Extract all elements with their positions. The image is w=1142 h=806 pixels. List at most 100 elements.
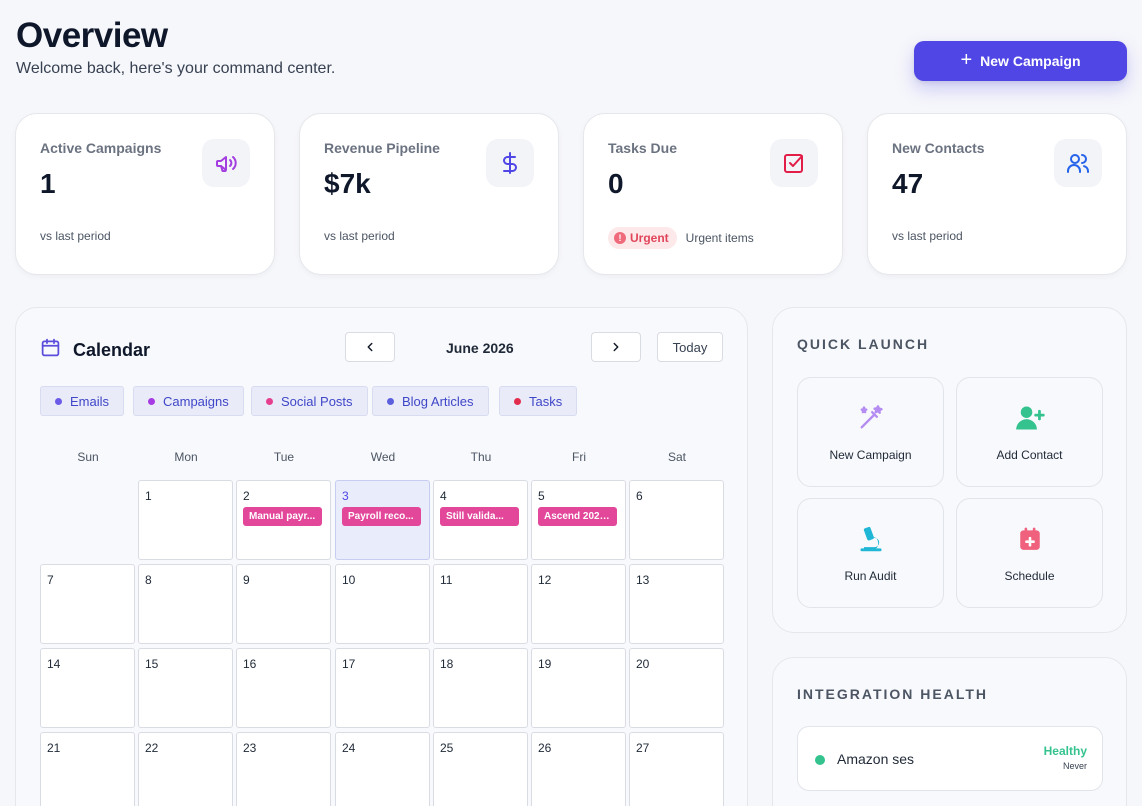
calendar-day-cell[interactable]: 3 Payroll reco... [335,480,430,560]
quick-label: Run Audit [844,569,897,583]
calendar-day-cell[interactable]: 7 [40,564,135,644]
next-month-button[interactable] [591,332,641,362]
stat-label: Revenue Pipeline [324,140,440,156]
day-number: 23 [243,741,257,755]
calendar-day-cell[interactable]: 18 [433,648,528,728]
users-icon [1054,139,1102,187]
chip-dot [148,397,155,405]
day-number: 26 [538,741,552,755]
filter-chip-tasks[interactable]: Tasks [499,386,578,416]
quick-new-campaign[interactable]: New Campaign [797,377,944,487]
day-number: 12 [538,573,552,587]
calendar-day-cell[interactable]: 16 [236,648,331,728]
day-number: 5 [538,489,545,503]
calendar-event[interactable]: Still valida... [440,507,519,526]
calendar-day-cell[interactable]: 6 [629,480,724,560]
weekday-label: Sat [667,450,686,464]
calendar-panel: Calendar June 2026 Today Emails Campaign… [15,307,748,806]
calendar-event[interactable]: Payroll reco... [342,507,421,526]
quick-label: New Campaign [829,448,912,462]
chevron-right-icon [613,342,619,352]
calendar-day-cell[interactable]: 14 [40,648,135,728]
day-number: 20 [636,657,650,671]
day-number: 21 [47,741,61,755]
day-number: 16 [243,657,257,671]
calendar-day-cell[interactable]: 8 [138,564,233,644]
prev-month-button[interactable] [345,332,395,362]
quick-launch-heading: QUICK LAUNCH [797,336,930,352]
calendar-day-cell[interactable]: 22 [138,732,233,806]
integration-status: Healthy [1043,744,1087,758]
calendar-title: Calendar [73,339,151,360]
calendar-day-cell[interactable]: 11 [433,564,528,644]
calendar-day-cell[interactable]: 26 [531,732,626,806]
day-number: 7 [47,573,54,587]
weekday-label: Fri [572,450,586,464]
calendar-day-cell[interactable]: 20 [629,648,724,728]
new-campaign-button[interactable]: + New Campaign [914,41,1127,81]
calendar-day-cell[interactable]: 19 [531,648,626,728]
quick-run-audit[interactable]: Run Audit [797,498,944,608]
quick-launch-panel: QUICK LAUNCH New Campaign Add Contact Ru… [772,307,1127,633]
megaphone-icon [202,139,250,187]
calendar-day-cell[interactable]: 25 [433,732,528,806]
calendar-day-cell[interactable]: 13 [629,564,724,644]
stat-label: New Contacts [892,140,985,156]
calendar-header: Calendar [40,337,150,363]
filter-label: Blog Articles [402,393,474,409]
stat-foot: vs last period [324,229,395,243]
stat-foot: Urgent items [685,231,754,245]
filter-chip-social-posts[interactable]: Social Posts [251,386,368,416]
stat-label: Tasks Due [608,140,677,156]
dollar-icon [486,139,534,187]
calendar-day-cell[interactable]: 10 [335,564,430,644]
stat-foot: vs last period [892,229,963,243]
page-title: Overview [16,16,168,55]
integration-last-checked: Never [1062,761,1087,771]
calendar-day-cell[interactable]: 9 [236,564,331,644]
day-number: 24 [342,741,356,755]
calendar-day-cell[interactable]: 5 Ascend 2026 ... [531,480,626,560]
stat-card-revenue-pipeline: Revenue Pipeline $7k vs last period [299,113,559,275]
quick-add-contact[interactable]: Add Contact [956,377,1103,487]
day-number: 17 [342,657,356,671]
weekday-label: Mon [174,450,198,464]
filter-chip-emails[interactable]: Emails [40,386,125,416]
calendar-day-cell[interactable]: 1 [138,480,233,560]
filter-label: Emails [70,393,110,409]
weekday-label: Sun [77,450,99,464]
calendar-day-cell[interactable]: 24 [335,732,430,806]
calendar-day-cell[interactable]: 23 [236,732,331,806]
calendar-day-cell[interactable]: 27 [629,732,724,806]
day-number: 9 [243,573,250,587]
quick-schedule[interactable]: Schedule [956,498,1103,608]
stat-card-tasks-due: Tasks Due 0 ! Urgent Urgent items [583,113,843,275]
filter-chip-blog-articles[interactable]: Blog Articles [372,386,489,416]
weekday-label: Tue [273,450,295,464]
quick-label: Schedule [1004,569,1055,583]
day-number: 14 [47,657,61,671]
calendar-event[interactable]: Ascend 2026 ... [538,507,617,526]
chevron-left-icon [367,342,373,352]
new-campaign-label: New Campaign [980,53,1081,69]
calendar-day-cell[interactable]: 4 Still valida... [433,480,528,560]
integration-row[interactable]: Amazon ses Healthy Never [797,726,1103,791]
stat-value: $7k [324,168,371,199]
calendar-day-cell[interactable]: 12 [531,564,626,644]
filter-chip-campaigns[interactable]: Campaigns [133,386,244,416]
calendar-event[interactable]: Manual payr... [243,507,322,526]
calendar-day-cell[interactable]: 21 [40,732,135,806]
day-number: 2 [243,489,250,503]
stat-value: 1 [40,168,56,199]
filter-label: Tasks [529,393,563,409]
calendar-day-cell[interactable]: 2 Manual payr... [236,480,331,560]
filter-label: Social Posts [281,393,353,409]
calendar-day-cell[interactable]: 15 [138,648,233,728]
day-number: 6 [636,489,643,503]
day-number: 15 [145,657,159,671]
page-header: Overview Welcome back, here's your comma… [16,14,335,78]
calendar-day-cell[interactable]: 17 [335,648,430,728]
stat-card-active-campaigns: Active Campaigns 1 vs last period [15,113,275,275]
day-number: 10 [342,573,356,587]
today-button[interactable]: Today [657,332,723,362]
